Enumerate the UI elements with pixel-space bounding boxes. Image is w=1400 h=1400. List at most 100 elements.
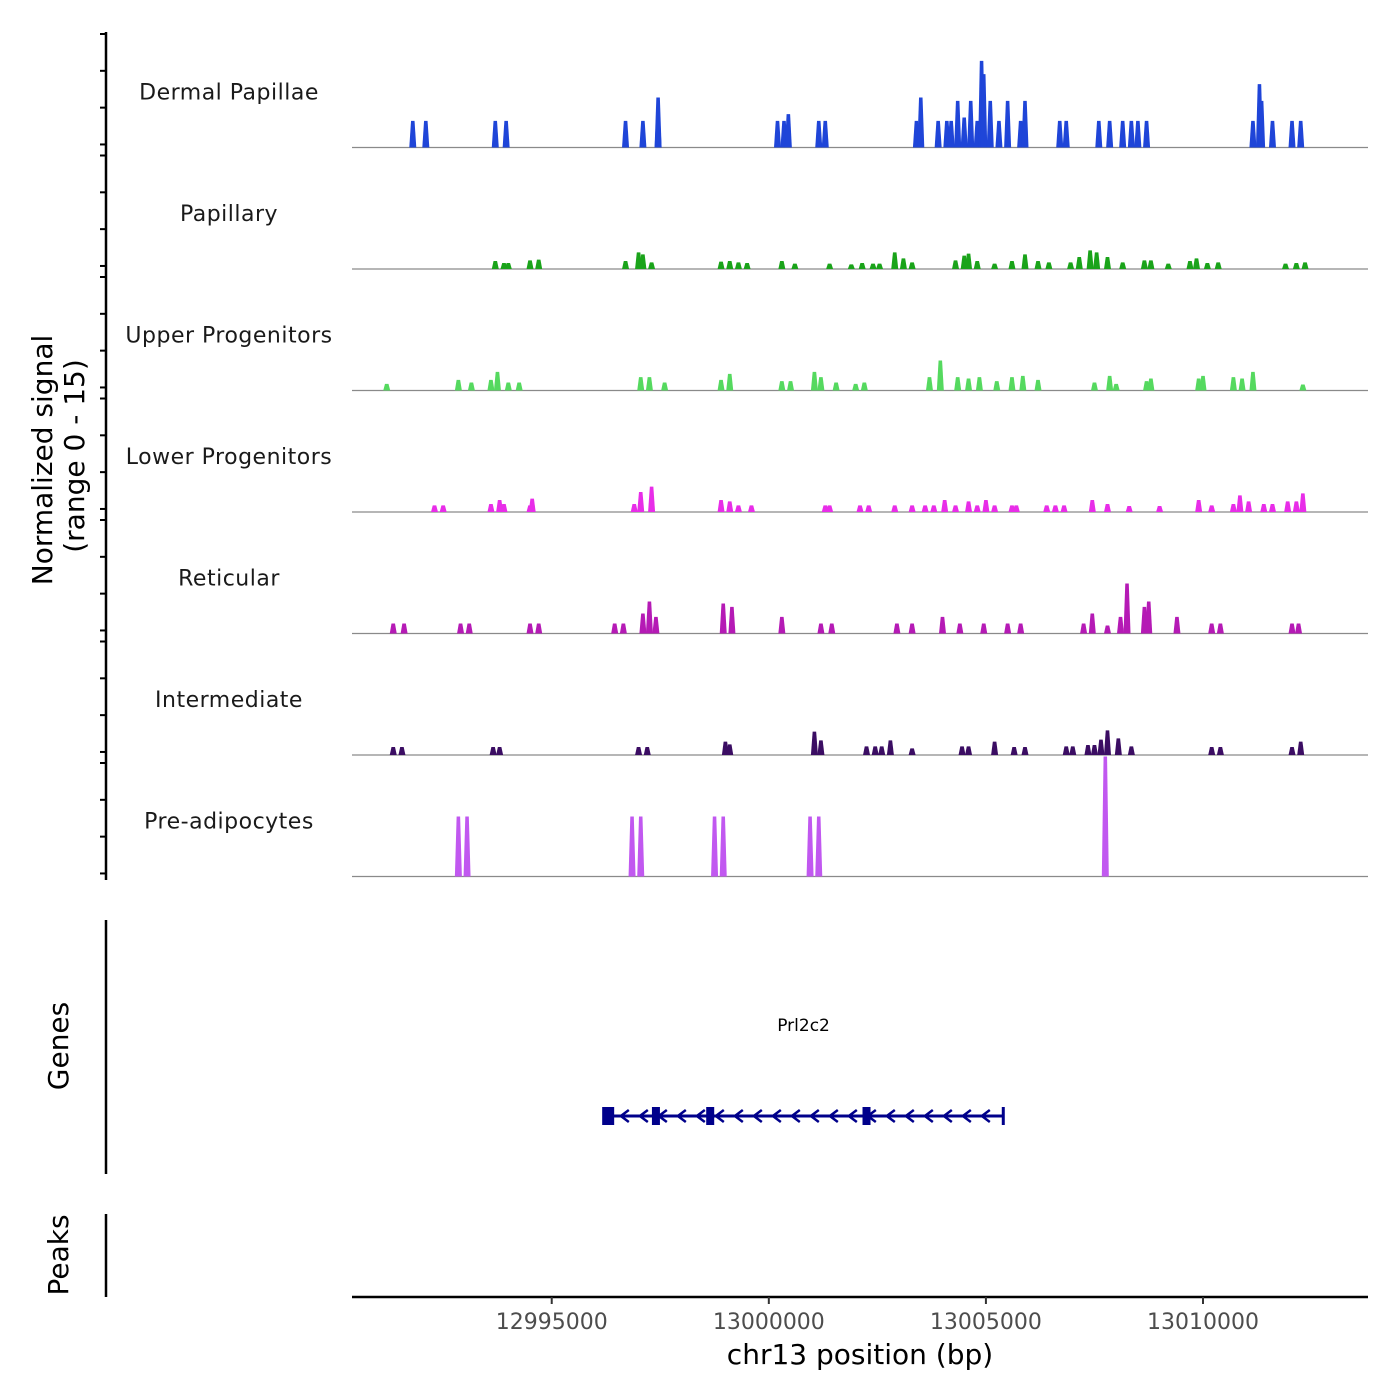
signal-peak — [1086, 250, 1094, 269]
signal-peak — [1045, 262, 1053, 269]
signal-peak — [637, 377, 645, 391]
signal-peak — [454, 816, 462, 877]
signal-peak — [1268, 120, 1276, 148]
signal-peak — [398, 747, 406, 755]
signal-peak — [719, 816, 727, 877]
strand-arrow — [789, 1109, 801, 1123]
signal-peak — [535, 259, 543, 269]
signal-peak — [1173, 616, 1181, 634]
signal-peak — [648, 486, 656, 512]
gene-name-label: Prl2c2 — [777, 1016, 830, 1036]
strand-arrow — [713, 1109, 725, 1123]
signal-peak — [878, 746, 886, 755]
signal-peak — [1208, 747, 1216, 755]
signal-peak — [936, 360, 944, 391]
signal-peak — [1119, 262, 1127, 269]
signal-peak — [1127, 120, 1135, 148]
signal-peak — [439, 505, 447, 512]
coverage-tracks: Dermal Papillae Papillary Upper Progenitor… — [125, 60, 1368, 878]
signal-peak — [1260, 504, 1268, 512]
signal-peak — [806, 816, 814, 877]
signal-peak — [952, 260, 960, 269]
signal-peak — [637, 816, 645, 877]
signal-peak — [1017, 623, 1025, 634]
signal-peak — [643, 747, 651, 755]
signal-peak — [1238, 378, 1246, 391]
signal-peak — [1299, 493, 1307, 512]
signal-peak — [954, 377, 962, 391]
signal-peak — [941, 500, 949, 512]
signal-peak — [728, 606, 736, 634]
signal-peak — [986, 100, 994, 148]
signal-peak — [1090, 382, 1098, 391]
signal-peak — [1288, 120, 1296, 148]
signal-peak — [1004, 623, 1012, 634]
signal-peak — [389, 747, 397, 755]
signal-peak — [815, 120, 823, 148]
signal-peak — [1297, 120, 1305, 148]
strand-arrow — [960, 1109, 972, 1123]
signal-peak — [817, 740, 825, 755]
track-intermediate: Intermediate — [155, 688, 1368, 756]
x-axis: 12995000 13000000 13005000 13010000 — [352, 1295, 1368, 1335]
signal-peak — [1114, 738, 1122, 755]
signal-peak — [960, 117, 968, 148]
signal-peak — [637, 492, 645, 512]
signal-peak — [1090, 745, 1098, 755]
track-dermal-papillae: Dermal Papillae — [139, 60, 1368, 149]
signal-peak — [1051, 505, 1059, 512]
track-label: Lower Progenitors — [126, 445, 332, 470]
signal-peak — [784, 114, 792, 148]
signal-peak — [1288, 623, 1296, 634]
signal-peak — [871, 746, 879, 755]
x-tick-label: 13010000 — [1147, 1310, 1259, 1335]
signal-peak — [465, 623, 473, 634]
signal-peak — [726, 501, 734, 512]
signal-peak — [645, 377, 653, 391]
signal-peak — [869, 263, 877, 269]
track-upper-progenitors: Upper Progenitors — [125, 324, 1368, 392]
track-label: Papillary — [180, 202, 278, 227]
signal-peak — [1008, 377, 1016, 391]
strand-arrow — [827, 1109, 839, 1123]
signal-peak — [500, 504, 508, 512]
signal-peak — [1199, 375, 1207, 391]
signal-peak — [454, 379, 462, 391]
signal-peak — [980, 74, 988, 148]
signal-peak — [1301, 262, 1309, 269]
track-label: Reticular — [178, 567, 280, 592]
signal-peak — [1062, 746, 1070, 755]
signal-peak — [1034, 261, 1042, 269]
signal-peak — [925, 377, 933, 391]
signal-peak — [430, 505, 438, 512]
strand-arrow — [884, 1109, 896, 1123]
signal-peak — [383, 383, 391, 391]
signal-peak — [1229, 504, 1237, 512]
track-label: Pre-adipocytes — [144, 810, 314, 835]
signal-peak — [980, 623, 988, 634]
signal-peak — [991, 505, 999, 512]
signal-peak — [865, 505, 873, 512]
signal-peak — [778, 616, 786, 634]
signal-peak — [1093, 252, 1101, 269]
signal-peak — [389, 623, 397, 634]
signal-peak — [1062, 120, 1070, 148]
signal-peak — [1203, 263, 1211, 269]
signal-peak — [491, 120, 499, 148]
signal-peak — [1060, 505, 1068, 512]
signal-peak — [1292, 501, 1300, 512]
signal-peak — [1145, 601, 1153, 634]
track-label: Upper Progenitors — [125, 324, 332, 349]
signal-peak — [995, 120, 1003, 148]
gene-exon — [651, 1107, 660, 1125]
signal-peak — [1195, 500, 1203, 512]
strand-arrow — [903, 1109, 915, 1123]
signal-peak — [711, 816, 719, 877]
signal-peak — [893, 623, 901, 634]
signal-peak — [1043, 505, 1051, 512]
signal-peak — [1080, 623, 1088, 634]
signal-peak — [1034, 379, 1042, 391]
x-axis-title: chr13 position (bp) — [727, 1338, 993, 1371]
signal-peak — [965, 746, 973, 755]
